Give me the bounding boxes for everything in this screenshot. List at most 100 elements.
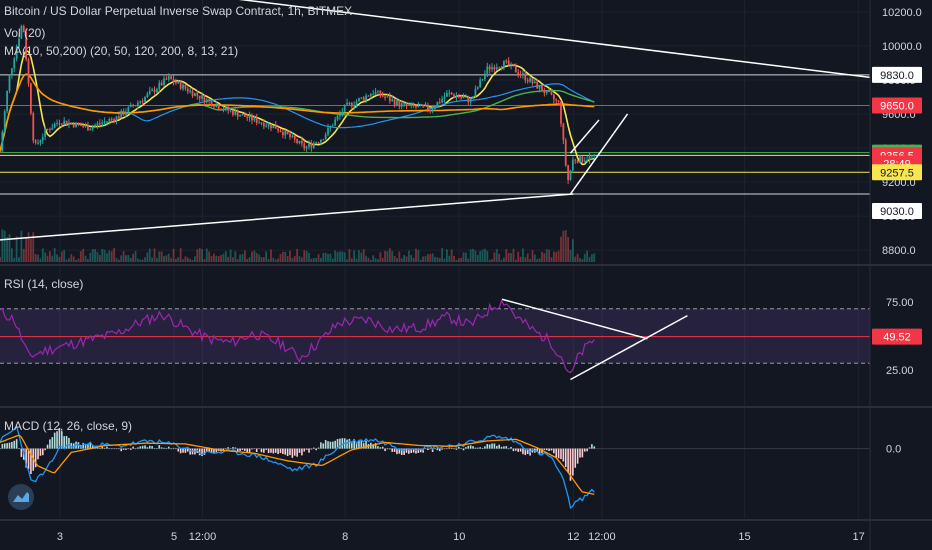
candle-body: [184, 84, 187, 89]
moving-average-legend[interactable]: MA(10, 50,200) (20, 50, 120, 200, 8, 13,…: [4, 44, 239, 58]
volume-bar: [155, 258, 158, 262]
macd-histogram-bar: [481, 447, 484, 449]
volume-bar: [153, 248, 156, 262]
candle-body: [177, 81, 180, 84]
candle-body: [106, 121, 108, 123]
candle-body: [571, 159, 574, 171]
price-axis[interactable]: 10200.010000.09800.09600.09400.09200.090…: [872, 7, 922, 456]
candle-body: [550, 92, 553, 95]
candle-body: [503, 60, 505, 68]
macd-histogram-bar: [572, 448, 574, 476]
candle-body: [56, 123, 58, 125]
candle-body: [576, 160, 579, 163]
candle-body: [13, 58, 16, 69]
macd-histogram-bar: [139, 446, 142, 449]
trend-lines[interactable]: [0, 0, 871, 241]
candle-body: [68, 122, 70, 125]
macd-histogram-bar: [46, 444, 49, 449]
macd-legend[interactable]: MACD (12, 26, close, 9): [4, 419, 133, 433]
macd-histogram-bar: [296, 448, 298, 457]
macd-histogram-bar: [213, 448, 215, 453]
volume-bar: [232, 257, 234, 262]
volume-bar: [22, 248, 25, 262]
candle-body: [34, 140, 37, 143]
volume-bar: [229, 249, 232, 262]
macd-histogram-bar: [20, 448, 23, 457]
volume-bar: [552, 251, 555, 262]
candle-body: [246, 116, 249, 118]
volume-bar: [63, 250, 66, 262]
volume-bars: [0, 229, 596, 262]
volume-bar: [198, 248, 201, 262]
volume-bar: [372, 255, 375, 262]
volume-bar: [6, 237, 9, 262]
candle-body: [151, 89, 154, 91]
volume-bar: [98, 255, 101, 262]
tradingview-logo-icon[interactable]: [8, 484, 34, 510]
volume-bar: [139, 259, 142, 262]
macd-histogram-bar: [263, 448, 265, 453]
candle-body: [8, 74, 11, 91]
candle-body: [417, 105, 420, 108]
macd-histogram-bar: [305, 448, 308, 450]
volume-bar: [125, 255, 127, 262]
macd-histogram-bar: [550, 448, 553, 451]
candle-body: [77, 122, 80, 125]
macd-histogram-bar: [11, 441, 13, 449]
macd-histogram-bar: [156, 448, 158, 450]
candlesticks: [0, 24, 596, 184]
macd-histogram-bar: [377, 446, 379, 449]
volume-bar: [239, 254, 241, 262]
candle-body: [251, 114, 253, 121]
macd-histogram-bar: [141, 445, 144, 449]
volume-bar: [49, 251, 51, 262]
macd-histogram-bar: [201, 448, 203, 457]
rsi-band-fill: [0, 308, 870, 364]
volume-bar: [265, 251, 268, 262]
volume-bar: [415, 248, 417, 262]
candle-body: [450, 92, 453, 95]
volume-bar: [186, 257, 189, 262]
candle-body: [132, 104, 135, 106]
candle-body: [27, 59, 30, 84]
macd-histogram-bar: [99, 447, 101, 449]
volume-bar: [253, 250, 256, 262]
candle-body: [179, 81, 182, 89]
volume-bar: [184, 256, 187, 262]
volume-bar: [512, 248, 515, 262]
rsi-legend[interactable]: RSI (14, close): [4, 277, 84, 291]
candle-body: [588, 155, 591, 160]
volume-bar: [255, 252, 258, 262]
candle-body: [315, 142, 318, 144]
candle-body: [236, 111, 239, 117]
volume-bar: [20, 230, 23, 262]
candle-body: [296, 139, 299, 143]
time-axis[interactable]: 3 5 12:00 8 10 12 12:00 15 17: [57, 531, 865, 543]
candle-body: [284, 130, 287, 136]
time-tick-label: 15: [738, 531, 750, 543]
horizontal-levels[interactable]: [0, 74, 870, 195]
volume-bar: [27, 232, 30, 262]
candle-body: [215, 105, 218, 108]
candle-body: [541, 85, 543, 92]
candle-body: [153, 89, 156, 93]
macd-histogram-bar: [429, 448, 432, 450]
macd-histogram-bar: [172, 447, 175, 449]
volume-bar: [486, 250, 489, 262]
candle-body: [367, 95, 370, 97]
macd-histogram-bar: [574, 448, 577, 468]
macd-histogram-bar: [8, 442, 11, 449]
volume-bar: [517, 251, 520, 262]
volume-bar: [441, 248, 444, 262]
macd-histogram-bar: [27, 448, 30, 469]
rsi-trend-line: [570, 314, 688, 381]
volume-bar: [34, 254, 37, 262]
volume-bar: [386, 251, 389, 262]
volume-legend[interactable]: Vol (20): [4, 26, 46, 40]
volume-bar: [574, 256, 577, 262]
candle-body: [189, 90, 192, 92]
macd-histogram-bar: [163, 447, 165, 449]
candle-body: [101, 122, 104, 124]
